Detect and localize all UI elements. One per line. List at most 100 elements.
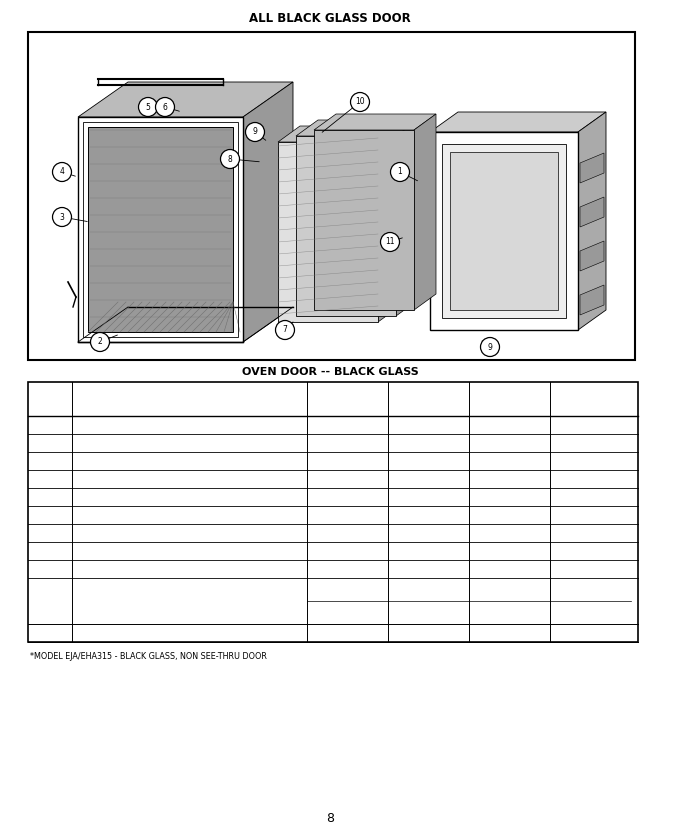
Polygon shape bbox=[430, 132, 578, 330]
Text: 88806: 88806 bbox=[578, 511, 603, 519]
Text: 10: 10 bbox=[45, 597, 55, 606]
Polygon shape bbox=[378, 126, 400, 322]
Text: 8: 8 bbox=[326, 811, 334, 825]
Polygon shape bbox=[580, 241, 604, 271]
Text: 88825: 88825 bbox=[416, 564, 441, 573]
Text: 88788: 88788 bbox=[416, 420, 441, 429]
Text: 395: 395 bbox=[501, 402, 518, 410]
Polygon shape bbox=[278, 126, 400, 142]
Text: SPACER, OVEN DOOR HANDLE: SPACER, OVEN DOOR HANDLE bbox=[75, 457, 195, 465]
Text: 88800: 88800 bbox=[416, 547, 441, 556]
Text: –: – bbox=[426, 528, 430, 537]
Text: 3: 3 bbox=[60, 212, 65, 221]
Text: 9: 9 bbox=[252, 127, 258, 136]
Polygon shape bbox=[430, 112, 606, 132]
Text: OUTER OVEN DOOR GLASS: OUTER OVEN DOOR GLASS bbox=[75, 493, 184, 502]
Text: 88807: 88807 bbox=[416, 511, 441, 519]
Text: 3: 3 bbox=[48, 457, 52, 465]
Text: 6: 6 bbox=[48, 511, 52, 519]
Text: 88806: 88806 bbox=[497, 511, 522, 519]
Text: CONTINUOUS: CONTINUOUS bbox=[203, 582, 258, 591]
Polygon shape bbox=[314, 114, 436, 130]
Text: 9: 9 bbox=[488, 343, 492, 351]
Polygon shape bbox=[580, 285, 604, 315]
Circle shape bbox=[52, 207, 71, 226]
Text: 6: 6 bbox=[163, 102, 167, 111]
Text: 88684: 88684 bbox=[335, 587, 360, 597]
Circle shape bbox=[245, 122, 265, 141]
Circle shape bbox=[156, 97, 175, 116]
Bar bbox=[28, 382, 638, 642]
Text: 4: 4 bbox=[60, 167, 65, 176]
Text: OVEN DOOR FRAME: OVEN DOOR FRAME bbox=[75, 474, 154, 483]
Text: GLASS PANEL SUPPORT: GLASS PANEL SUPPORT bbox=[75, 628, 168, 637]
Text: 88887: 88887 bbox=[416, 612, 441, 621]
Text: 88876: 88876 bbox=[416, 438, 441, 448]
Text: 4: 4 bbox=[48, 474, 52, 483]
Text: OVEN DOOR INSULATION: OVEN DOOR INSULATION bbox=[75, 547, 175, 556]
Text: GLASS SUPPORT BRKT., L. & R.: GLASS SUPPORT BRKT., L. & R. bbox=[75, 564, 196, 573]
Text: REGULAR: REGULAR bbox=[203, 605, 241, 613]
Text: 10: 10 bbox=[355, 97, 364, 106]
Text: 88824: 88824 bbox=[416, 628, 441, 637]
Text: 2: 2 bbox=[98, 338, 103, 346]
Polygon shape bbox=[296, 136, 396, 316]
Circle shape bbox=[90, 333, 109, 351]
Text: ALL BLACK GLASS DOOR: ALL BLACK GLASS DOOR bbox=[249, 12, 411, 24]
Circle shape bbox=[350, 92, 369, 111]
Text: OVEN DOOR -- BLACK GLASS: OVEN DOOR -- BLACK GLASS bbox=[241, 367, 418, 377]
Circle shape bbox=[139, 97, 158, 116]
Circle shape bbox=[52, 162, 71, 181]
Text: 88805: 88805 bbox=[497, 528, 522, 537]
Polygon shape bbox=[296, 120, 418, 136]
Circle shape bbox=[390, 162, 409, 181]
Text: 7: 7 bbox=[48, 528, 52, 537]
Text: 9: 9 bbox=[48, 564, 52, 573]
Text: 315*: 315* bbox=[418, 402, 439, 410]
Polygon shape bbox=[88, 127, 233, 332]
Text: 1: 1 bbox=[398, 167, 403, 176]
Text: DIA-: DIA- bbox=[40, 389, 60, 399]
Text: 11: 11 bbox=[45, 628, 55, 637]
Text: GRAM: GRAM bbox=[37, 402, 63, 410]
Text: EHA367: EHA367 bbox=[573, 389, 608, 399]
Text: 88888: 88888 bbox=[497, 612, 522, 621]
Text: 5: 5 bbox=[48, 493, 52, 502]
Text: 88684: 88684 bbox=[497, 587, 522, 597]
Text: 88070: 88070 bbox=[578, 587, 603, 597]
Text: EHA/EJA: EHA/EJA bbox=[329, 389, 365, 399]
Text: EJA397: EJA397 bbox=[575, 402, 607, 410]
Polygon shape bbox=[414, 114, 436, 310]
Text: DOOR HANDLE: DOOR HANDLE bbox=[75, 438, 135, 448]
Text: 1: 1 bbox=[48, 420, 52, 429]
Text: OVEN WINDOW, INNER: OVEN WINDOW, INNER bbox=[75, 528, 166, 537]
Text: 2: 2 bbox=[48, 438, 52, 448]
Text: OVEN DOOR BACKER: OVEN DOOR BACKER bbox=[75, 582, 159, 591]
Circle shape bbox=[220, 150, 239, 169]
Text: EHA/EJA: EHA/EJA bbox=[492, 389, 528, 399]
Polygon shape bbox=[580, 153, 604, 183]
Circle shape bbox=[381, 232, 400, 251]
Text: 88781: 88781 bbox=[416, 457, 441, 465]
Text: 8: 8 bbox=[228, 155, 233, 164]
Polygon shape bbox=[314, 130, 414, 310]
Text: 88805: 88805 bbox=[335, 528, 360, 537]
Polygon shape bbox=[442, 144, 566, 318]
Text: –: – bbox=[589, 612, 593, 621]
Text: 88796: 88796 bbox=[416, 474, 441, 483]
Polygon shape bbox=[578, 112, 606, 330]
Text: 8: 8 bbox=[48, 547, 52, 556]
Text: 88806: 88806 bbox=[335, 511, 360, 519]
Polygon shape bbox=[78, 117, 243, 342]
Text: PORCELAIN: PORCELAIN bbox=[203, 616, 248, 625]
Polygon shape bbox=[396, 120, 418, 316]
Text: 335: 335 bbox=[339, 402, 356, 410]
Polygon shape bbox=[78, 82, 293, 117]
Text: ·  DESCRIPTION: · DESCRIPTION bbox=[133, 389, 208, 399]
Circle shape bbox=[275, 320, 294, 339]
Text: *MODEL EJA/EHA315 - BLACK GLASS, NON SEE-THRU DOOR: *MODEL EJA/EHA315 - BLACK GLASS, NON SEE… bbox=[30, 652, 267, 661]
Bar bbox=[28, 32, 635, 360]
Text: EHA/EJA: EHA/EJA bbox=[411, 389, 446, 399]
Text: 88797: 88797 bbox=[415, 493, 441, 502]
Polygon shape bbox=[450, 152, 558, 310]
